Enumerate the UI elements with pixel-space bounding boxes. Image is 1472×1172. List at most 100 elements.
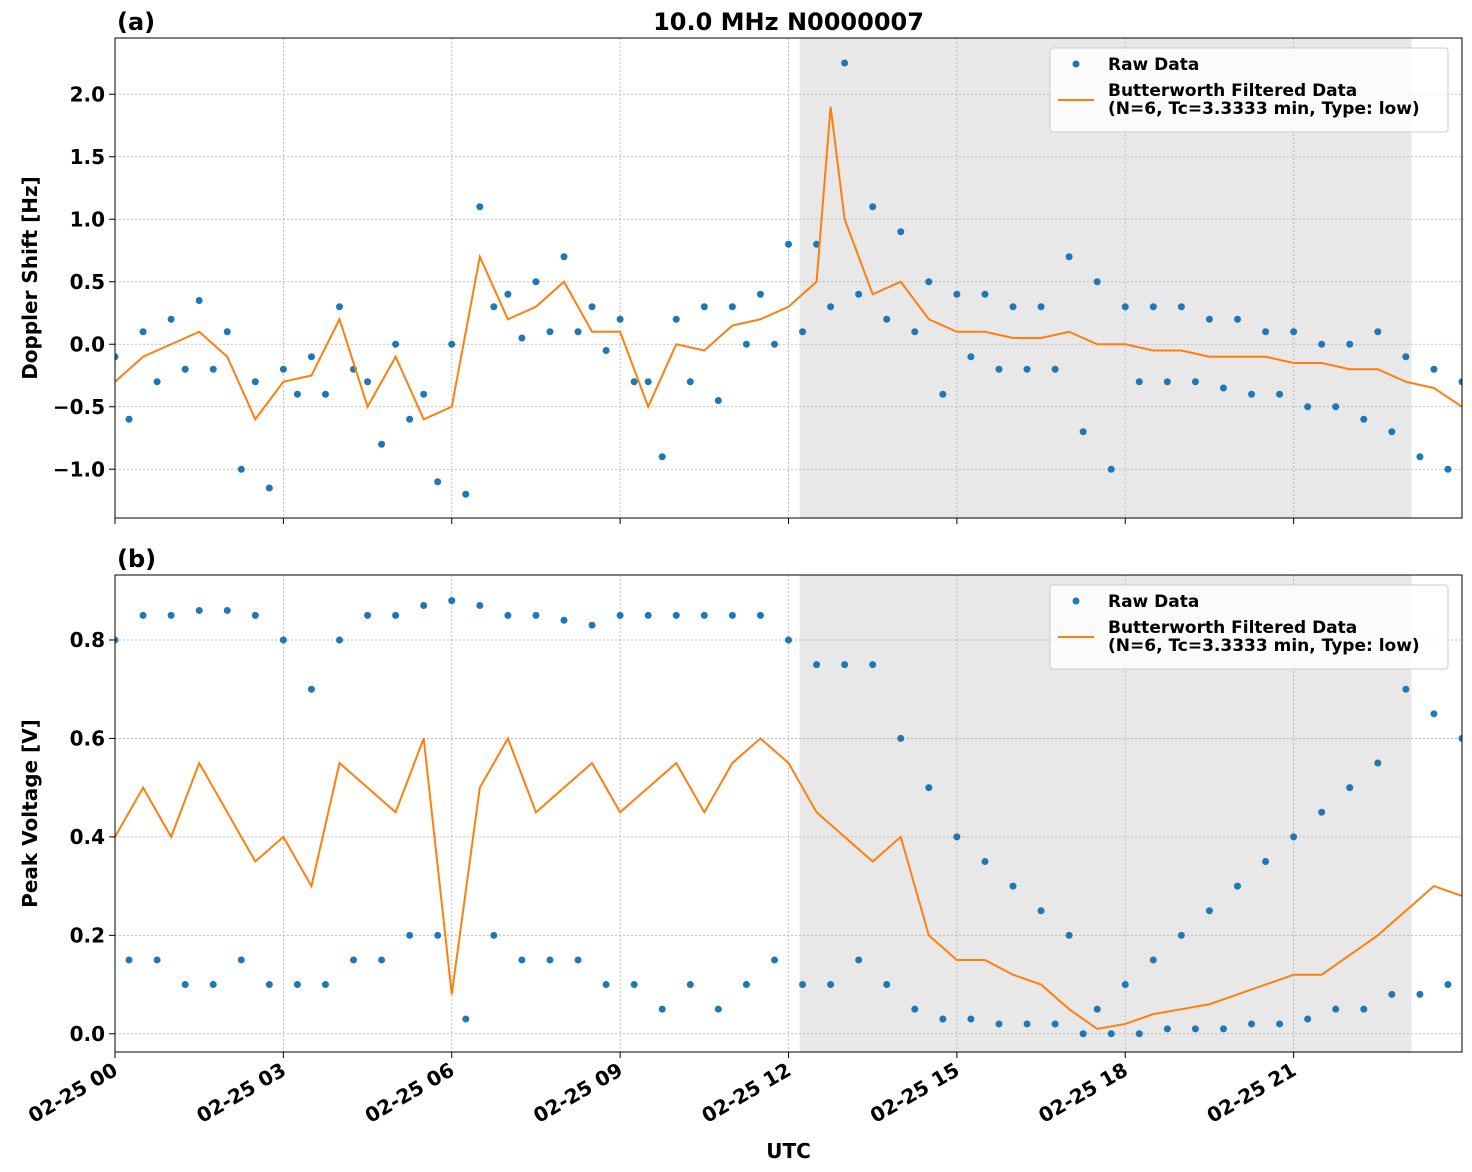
raw-point <box>1402 685 1410 693</box>
y-tick-label: 2.0 <box>70 82 105 106</box>
y-tick-label: 0.8 <box>70 628 105 652</box>
raw-point <box>953 290 961 298</box>
raw-point <box>532 278 540 286</box>
raw-point <box>855 956 863 964</box>
raw-point <box>841 59 849 67</box>
raw-point <box>420 602 428 610</box>
raw-point <box>1191 378 1199 386</box>
raw-point <box>630 378 638 386</box>
legend-box <box>1049 584 1449 670</box>
y-tick-label: 1.5 <box>70 145 105 169</box>
raw-point <box>490 931 498 939</box>
raw-point <box>1163 1025 1171 1033</box>
raw-point <box>869 203 877 211</box>
raw-point <box>1135 1030 1143 1038</box>
raw-point <box>1205 907 1213 915</box>
raw-point <box>672 315 680 323</box>
raw-point <box>1093 278 1101 286</box>
raw-point <box>115 636 119 644</box>
raw-point <box>209 365 217 373</box>
raw-point <box>700 611 708 619</box>
raw-point <box>181 365 189 373</box>
raw-point <box>293 390 301 398</box>
legend-label: Butterworth Filtered Data (N=6, Tc=3.3333… <box>1108 81 1420 119</box>
raw-point <box>546 956 554 964</box>
raw-point <box>321 390 329 398</box>
raw-point <box>981 290 989 298</box>
raw-point <box>967 353 975 361</box>
raw-point <box>1079 428 1087 436</box>
plot-area <box>115 59 1462 498</box>
raw-point <box>728 611 736 619</box>
raw-point <box>672 611 680 619</box>
raw-point <box>476 602 484 610</box>
raw-point <box>1121 303 1129 311</box>
x-tick-label: 02-25 21 <box>1203 1058 1301 1128</box>
raw-point <box>1360 415 1368 423</box>
raw-point <box>1416 990 1424 998</box>
raw-point <box>1248 1020 1256 1028</box>
raw-point <box>1458 378 1462 386</box>
raw-point <box>560 616 568 624</box>
raw-point <box>251 611 259 619</box>
raw-point <box>1009 303 1017 311</box>
y-axis-label: Doppler Shift [Hz] <box>18 176 42 380</box>
raw-point <box>1458 734 1462 742</box>
raw-point <box>364 611 372 619</box>
raw-point <box>1163 378 1171 386</box>
raw-point <box>476 203 484 211</box>
raw-point <box>1430 710 1438 718</box>
raw-point <box>181 981 189 989</box>
raw-point <box>1248 390 1256 398</box>
raw-point <box>588 303 596 311</box>
raw-point <box>167 611 175 619</box>
raw-point <box>911 328 919 336</box>
raw-point <box>785 240 792 248</box>
raw-point <box>1219 384 1227 392</box>
raw-point <box>1304 1015 1312 1023</box>
raw-point <box>279 636 287 644</box>
raw-point <box>223 606 231 614</box>
raw-point <box>364 378 372 386</box>
legend-box <box>1049 47 1449 133</box>
raw-point <box>406 931 414 939</box>
raw-point <box>293 981 301 989</box>
raw-point <box>1009 882 1017 890</box>
filtered-line <box>115 106 1462 422</box>
raw-point <box>799 328 807 336</box>
raw-point <box>1374 759 1382 767</box>
raw-point <box>392 611 400 619</box>
raw-point <box>195 297 203 304</box>
raw-point <box>1121 981 1129 989</box>
raw-point <box>1065 931 1073 939</box>
raw-point <box>350 956 358 964</box>
y-tick-label: 0.6 <box>70 726 105 750</box>
raw-point <box>378 956 386 964</box>
raw-point <box>1177 931 1185 939</box>
raw-point <box>728 303 736 311</box>
raw-point <box>939 390 947 398</box>
raw-point <box>1135 378 1143 386</box>
y-tick-label: 0.0 <box>70 1022 105 1046</box>
raw-point <box>1332 1005 1340 1013</box>
raw-point <box>462 1015 470 1023</box>
raw-point <box>813 661 821 669</box>
raw-point <box>700 303 708 311</box>
raw-point <box>125 956 133 964</box>
raw-point <box>1262 328 1270 336</box>
raw-point <box>139 328 147 336</box>
raw-point <box>1234 882 1241 890</box>
raw-point <box>223 328 231 336</box>
legend-label: Butterworth Filtered Data (N=6, Tc=3.3333… <box>1108 618 1420 656</box>
raw-point <box>1023 365 1031 373</box>
raw-point <box>1177 303 1185 311</box>
panel-label: (a) <box>117 8 155 36</box>
x-tick-label: 02-25 12 <box>697 1058 795 1128</box>
y-tick-label: 0.0 <box>70 332 105 356</box>
raw-point <box>855 290 863 298</box>
raw-point <box>265 981 273 989</box>
raw-point <box>1262 857 1270 865</box>
x-axis-label: UTC <box>766 1139 811 1163</box>
raw-point <box>925 278 933 286</box>
raw-point <box>897 228 905 236</box>
